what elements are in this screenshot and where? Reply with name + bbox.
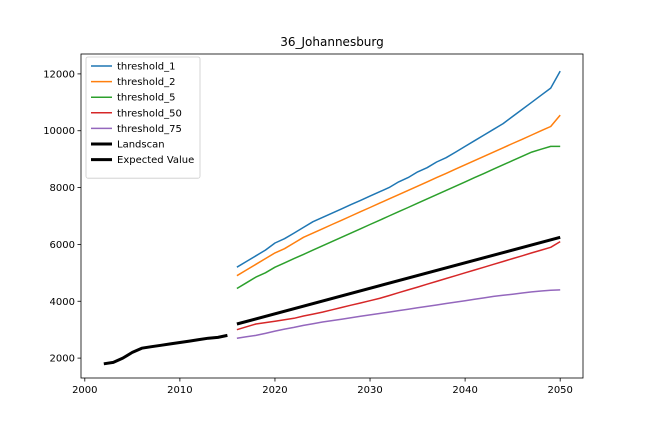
y-tick-label: 2000 — [50, 354, 75, 365]
axes: 2000 2010 2020 2030 2040 2050 2000 4000 6000 8000… — [43, 53, 584, 396]
legend-label: threshold_5 — [117, 93, 175, 104]
y-tick-label: 4000 — [50, 297, 75, 308]
series-layer — [103, 70, 561, 366]
series-line-expected-value — [236, 235, 561, 326]
legend-label: Landscan — [117, 140, 165, 151]
series-line-threshold-1 — [236, 70, 561, 268]
legend-label: Expected Value — [117, 155, 194, 166]
legend-box — [85, 56, 201, 179]
y-tick-label: 6000 — [50, 240, 75, 251]
legend-label: threshold_75 — [117, 124, 182, 135]
series-line-threshold-50 — [236, 240, 561, 331]
legend-label: threshold_50 — [117, 108, 182, 119]
chart-title: 36_Johannesburg — [280, 35, 384, 49]
x-tick-label: 2030 — [357, 385, 382, 396]
legend-label: threshold_2 — [117, 77, 175, 88]
series-line-threshold-2 — [236, 114, 561, 277]
x-tick-label: 2040 — [452, 385, 477, 396]
series-line-threshold-5 — [236, 145, 561, 290]
legend-label: threshold_1 — [117, 62, 175, 73]
y-tick-label: 12000 — [43, 69, 75, 80]
x-tick-label: 2000 — [72, 385, 97, 396]
y-tick-label: 10000 — [43, 126, 75, 137]
x-tick-label: 2010 — [167, 385, 192, 396]
legend: threshold_1 threshold_2 threshold_5thresho… — [85, 56, 201, 179]
x-tick-label: 2020 — [262, 385, 287, 396]
series-line-threshold-75 — [236, 289, 561, 339]
x-tick-label: 2050 — [547, 385, 572, 396]
plot-frame — [80, 53, 584, 379]
series-line-landscan — [103, 333, 228, 366]
y-tick-label: 8000 — [50, 183, 75, 194]
